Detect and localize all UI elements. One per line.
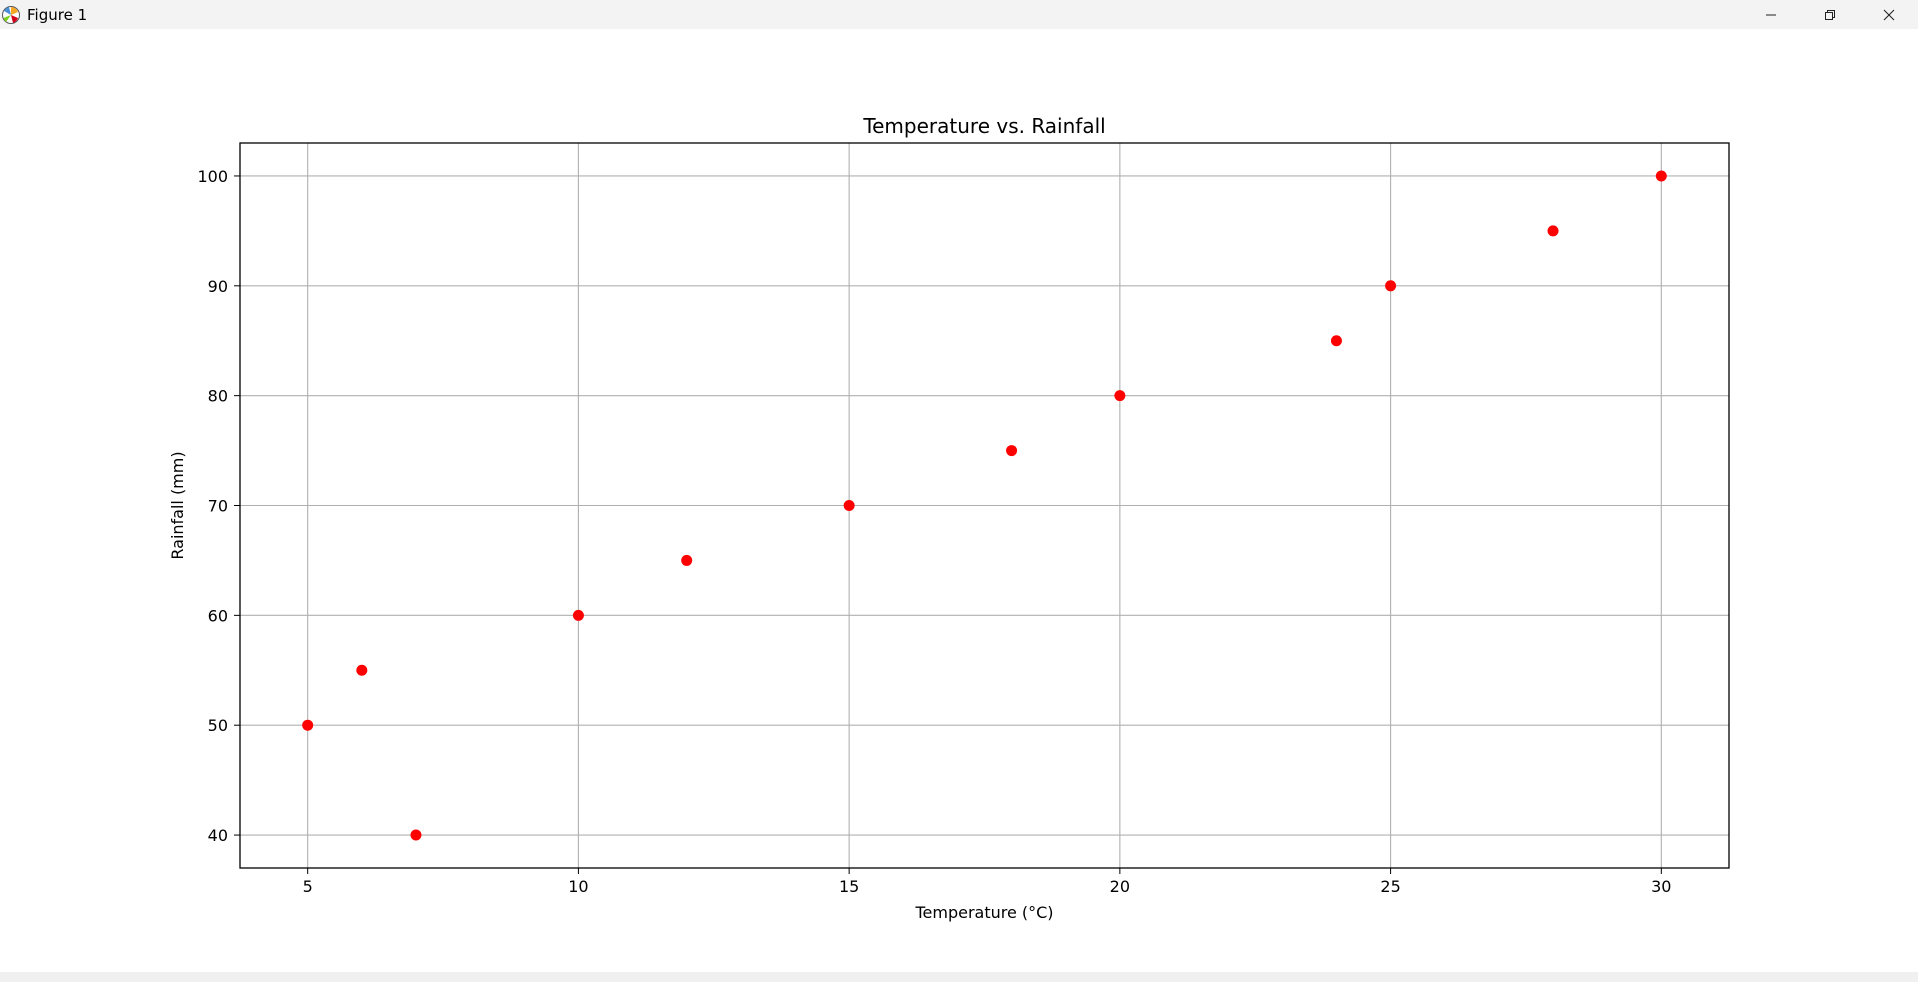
data-point [1547, 225, 1559, 237]
close-button[interactable] [1859, 0, 1918, 29]
x-axis-ticks: 5 10 15 20 25 30 [303, 868, 1671, 896]
data-point [1114, 390, 1126, 402]
y-tick-label: 70 [208, 497, 228, 516]
x-tick-label: 25 [1380, 877, 1400, 896]
status-strip [0, 972, 1918, 982]
scatter-chart: 5 10 15 20 25 30 40 50 60 70 80 90 100 Temperature … [168, 114, 1730, 922]
data-point [572, 609, 584, 621]
window-controls [1741, 0, 1918, 29]
minimize-button[interactable] [1741, 0, 1800, 29]
x-tick-label: 15 [839, 877, 859, 896]
restore-icon [1824, 9, 1835, 20]
data-point [302, 719, 314, 731]
x-axis-label: Temperature (°C) [914, 903, 1053, 922]
data-points [302, 170, 1667, 841]
data-point [356, 664, 368, 676]
data-point [1385, 280, 1397, 292]
y-axis-label: Rainfall (mm) [168, 451, 187, 559]
y-tick-label: 80 [208, 387, 228, 406]
minimize-icon [1765, 14, 1776, 15]
y-tick-label: 60 [208, 606, 228, 625]
data-point [1006, 445, 1018, 457]
x-tick-label: 30 [1651, 877, 1671, 896]
x-tick-label: 5 [303, 877, 313, 896]
y-axis-ticks: 40 50 60 70 80 90 100 [197, 167, 240, 845]
chart-title: Temperature vs. Rainfall [862, 114, 1105, 138]
window-title: Figure 1 [27, 5, 88, 24]
y-tick-label: 50 [208, 716, 228, 735]
data-point [1330, 335, 1342, 347]
figure-canvas: 5 10 15 20 25 30 40 50 60 70 80 90 100 Temperature … [0, 29, 1918, 972]
close-icon [1883, 9, 1894, 20]
data-point [681, 554, 693, 566]
y-tick-label: 90 [208, 277, 228, 296]
matplotlib-figure-icon [1, 5, 21, 25]
grid-lines [240, 143, 1729, 868]
data-point [1655, 170, 1667, 182]
x-tick-label: 20 [1110, 877, 1130, 896]
restore-button[interactable] [1800, 0, 1859, 29]
data-point [843, 500, 855, 511]
window-titlebar: Figure 1 [0, 0, 1918, 29]
x-tick-label: 10 [568, 877, 588, 896]
data-point [410, 829, 422, 841]
y-tick-label: 40 [208, 826, 228, 845]
y-tick-label: 100 [197, 167, 228, 186]
